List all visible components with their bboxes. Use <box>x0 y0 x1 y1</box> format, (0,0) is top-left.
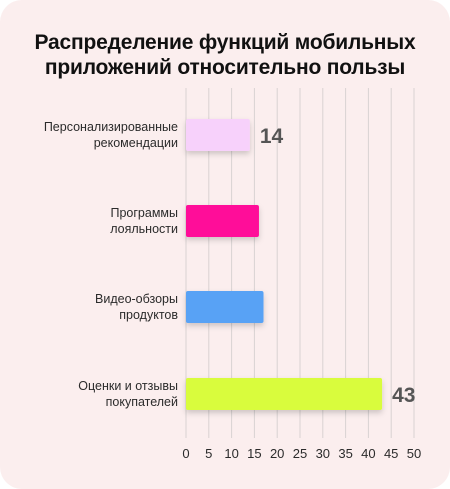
chart-title: Распределение функций мобильных приложен… <box>0 30 450 80</box>
bar <box>186 119 250 151</box>
category-label: Видео-обзоры <box>95 292 178 306</box>
category-label: покупателей <box>106 395 178 409</box>
data-label: 14 <box>260 125 284 148</box>
x-tick-label: 45 <box>384 446 398 461</box>
category-label: лояльности <box>110 222 178 236</box>
x-tick-label: 15 <box>247 446 261 461</box>
x-tick-label: 40 <box>361 446 375 461</box>
category-label: продуктов <box>119 308 178 322</box>
x-tick-label: 10 <box>224 446 238 461</box>
bar <box>186 205 259 237</box>
data-label: 43 <box>392 384 415 407</box>
category-label: Персонализированные <box>44 120 178 134</box>
bar <box>186 291 264 323</box>
category-label: Оценки и отзывы <box>78 379 178 393</box>
chart-title-line-2: приложений относительно пользы <box>44 56 406 79</box>
x-tick-label: 25 <box>293 446 307 461</box>
x-tick-label: 0 <box>182 446 189 461</box>
x-tick-label: 5 <box>205 446 212 461</box>
x-tick-label: 50 <box>407 446 421 461</box>
x-tick-label: 20 <box>270 446 284 461</box>
bar <box>186 378 383 410</box>
chart-title-line-1: Распределение функций мобильных <box>34 31 416 54</box>
category-label: рекомендации <box>94 136 178 150</box>
x-tick-label: 30 <box>316 446 330 461</box>
x-tick-label: 35 <box>338 446 352 461</box>
category-label: Программы <box>110 206 178 220</box>
